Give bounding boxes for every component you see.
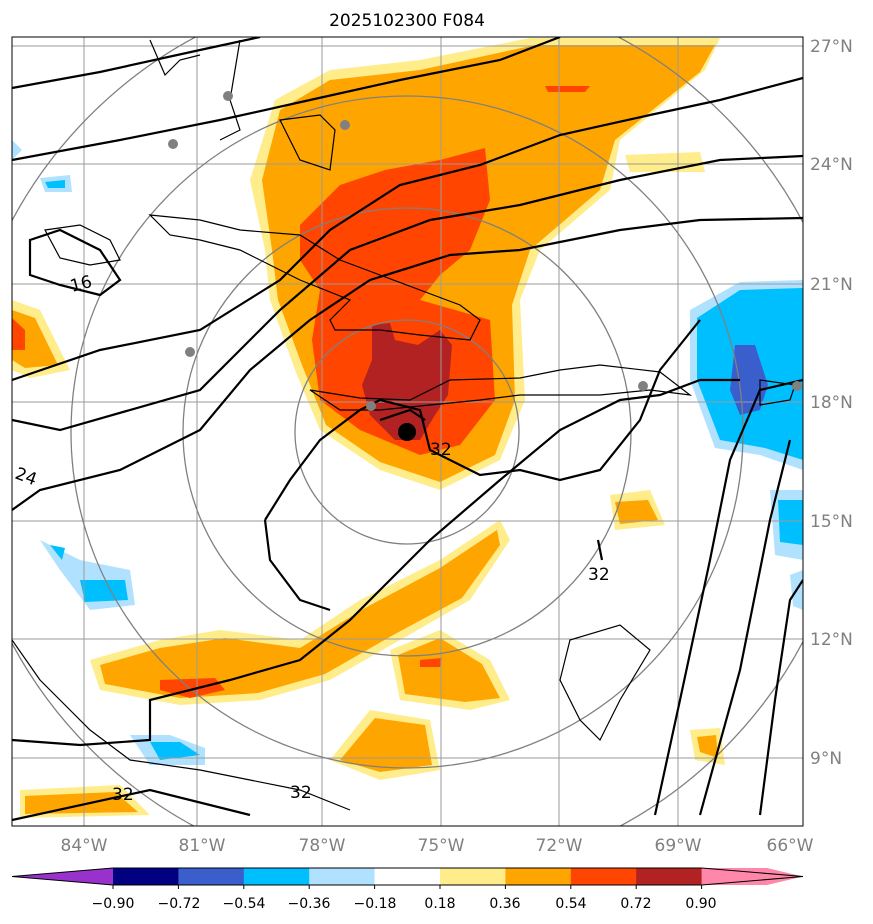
- storm-center-marker: [398, 423, 416, 441]
- colorbar: [11, 867, 804, 889]
- colorbar-tick: 0.54: [555, 896, 586, 912]
- colorbar-segment: [243, 868, 310, 885]
- plot-frame: [11, 36, 804, 827]
- colorbar-segment: [570, 868, 637, 885]
- colorbar-tick: 0.72: [620, 896, 651, 912]
- colorbar-segment: [113, 868, 179, 885]
- colorbar-tick: 0.36: [489, 896, 520, 912]
- contours: [12, 37, 803, 822]
- colorbar-tick: −0.36: [288, 896, 331, 912]
- colorbar-segment: [12, 868, 113, 885]
- contour-label: 32: [430, 440, 452, 460]
- lat-label: 27°N: [810, 37, 853, 57]
- colorbar-tick: 0.90: [685, 896, 716, 912]
- lon-tick-labels: 84°W 81°W 78°W 75°W 72°W 69°W 66°W: [61, 836, 814, 856]
- contour-label: 32: [290, 783, 312, 803]
- field-0.72: [362, 323, 452, 440]
- lat-label: 24°N: [810, 155, 853, 175]
- map-title: 2025102300 F084: [329, 11, 485, 31]
- lon-label: 81°W: [179, 836, 226, 856]
- colorbar-segment: [178, 868, 245, 885]
- colorbar-tick: −0.90: [92, 896, 135, 912]
- contour-label: 32: [588, 565, 610, 585]
- lon-label: 72°W: [536, 836, 583, 856]
- lat-tick-labels: 27°N 24°N 21°N 18°N 15°N 12°N 9°N: [810, 37, 853, 769]
- colorbar-tick-labels: −0.90 −0.72 −0.54 −0.36 −0.18 0.18 0.36 …: [92, 896, 717, 912]
- colorbar-segment: [636, 868, 703, 885]
- colorbar-segment: [374, 868, 441, 885]
- lat-label: 21°N: [810, 275, 853, 295]
- lon-label: 69°W: [655, 836, 702, 856]
- city-markers: [168, 91, 802, 411]
- lon-label: 75°W: [418, 836, 465, 856]
- colorbar-tick: −0.72: [158, 896, 201, 912]
- colorbar-segment: [309, 868, 376, 885]
- colorbar-tick: −0.18: [354, 896, 397, 912]
- lat-label: 18°N: [810, 393, 853, 413]
- map-area: 16 24 32 32 32 32: [12, 37, 803, 826]
- lon-label: 84°W: [61, 836, 108, 856]
- lat-label: 9°N: [810, 749, 842, 769]
- colorbar-segment: [505, 868, 572, 885]
- field-neg-0.54: [730, 345, 768, 415]
- coastlines: [12, 39, 796, 811]
- contour-label: 32: [112, 785, 134, 805]
- colorbar-tick: −0.54: [223, 896, 266, 912]
- colorbar-segment: [701, 868, 803, 885]
- graticule: [12, 37, 803, 826]
- colorbar-segment: [440, 868, 506, 885]
- lat-label: 15°N: [810, 512, 853, 532]
- colorbar-tick: 0.18: [424, 896, 455, 912]
- lon-label: 66°W: [767, 836, 814, 856]
- lon-label: 78°W: [299, 836, 346, 856]
- lat-label: 12°N: [810, 630, 853, 650]
